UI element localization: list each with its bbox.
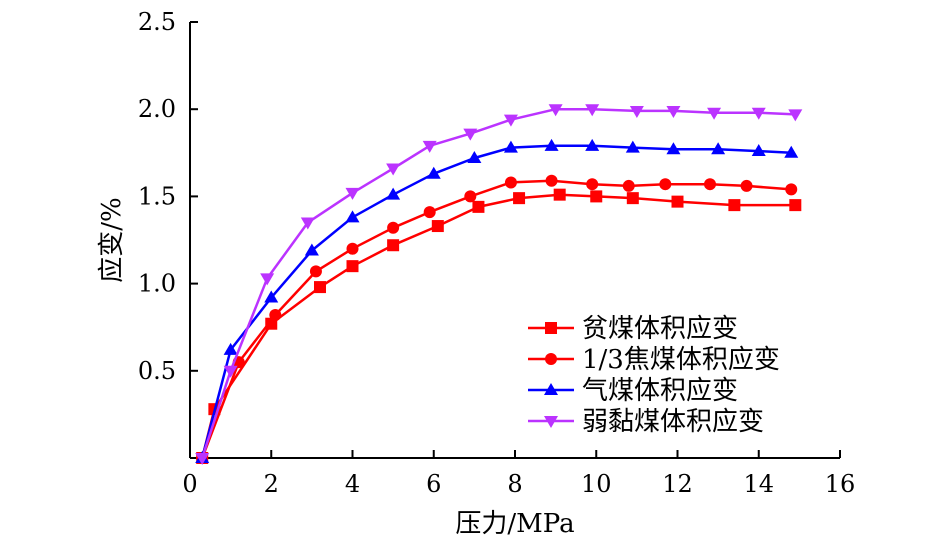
x-tick-label: 16 xyxy=(825,470,856,498)
x-tick-label: 0 xyxy=(182,470,197,498)
data-point xyxy=(260,273,275,286)
data-point xyxy=(314,281,326,294)
data-point xyxy=(386,163,401,176)
axes xyxy=(189,22,840,459)
legend-marker xyxy=(544,416,558,428)
data-point xyxy=(586,178,599,191)
legend-marker xyxy=(545,322,557,334)
data-point xyxy=(629,105,644,118)
data-point xyxy=(346,260,359,273)
data-point xyxy=(666,142,681,155)
legend-item: 贫煤体积应变 xyxy=(528,314,738,344)
data-point xyxy=(590,190,603,203)
data-point xyxy=(659,178,672,191)
x-axis-title: 压力/MPa xyxy=(455,509,574,539)
x-tick-label: 12 xyxy=(662,470,693,498)
data-point xyxy=(346,242,359,255)
y-tick-label: 1.0 xyxy=(138,270,176,298)
data-point xyxy=(304,243,319,256)
series-1 xyxy=(196,188,802,464)
data-point xyxy=(387,221,400,234)
x-tick-label: 14 xyxy=(743,470,774,498)
x-tick-label: 10 xyxy=(581,470,612,498)
data-point xyxy=(503,140,518,153)
data-point xyxy=(553,188,566,201)
data-point xyxy=(345,187,360,200)
x-tick-label: 4 xyxy=(345,470,360,498)
legend-label: 弱黏煤体积应变 xyxy=(582,407,764,437)
y-axis-title: 应变/% xyxy=(97,197,127,282)
data-point xyxy=(788,109,803,122)
legend-label: 1/3焦煤体积应变 xyxy=(582,345,780,375)
data-point xyxy=(269,308,282,321)
data-point xyxy=(545,174,558,187)
data-point xyxy=(422,140,437,153)
x-tick-label: 6 xyxy=(426,470,441,498)
data-point xyxy=(345,210,360,223)
x-tick-label: 8 xyxy=(507,470,522,498)
series-3 xyxy=(195,138,799,463)
series-line xyxy=(201,179,792,459)
series-line xyxy=(200,144,792,459)
data-point xyxy=(464,190,477,203)
series-line xyxy=(201,107,796,459)
data-point xyxy=(431,220,444,233)
data-point xyxy=(785,183,798,196)
data-point xyxy=(300,217,315,230)
data-point xyxy=(585,104,600,117)
data-point xyxy=(740,179,753,192)
data-point xyxy=(503,114,518,127)
data-point xyxy=(707,107,722,120)
data-point xyxy=(548,104,563,117)
data-point xyxy=(784,145,799,158)
data-point xyxy=(671,195,684,208)
series-4 xyxy=(195,104,803,465)
data-point xyxy=(463,128,478,141)
data-point xyxy=(728,199,741,212)
y-tick-label: 2.0 xyxy=(138,95,176,123)
data-point xyxy=(467,151,482,164)
legend-label: 贫煤体积应变 xyxy=(582,314,738,344)
legend-item: 1/3焦煤体积应变 xyxy=(528,345,780,375)
data-point xyxy=(751,107,766,120)
data-point xyxy=(309,265,322,278)
data-point xyxy=(711,142,726,155)
data-point xyxy=(789,199,802,212)
data-point xyxy=(386,187,401,200)
data-point xyxy=(472,200,485,213)
series xyxy=(195,104,803,465)
x-tick-label: 2 xyxy=(264,470,279,498)
data-point xyxy=(666,105,681,118)
data-point xyxy=(423,206,436,219)
series-2 xyxy=(196,174,798,464)
legend-marker xyxy=(544,383,558,395)
data-point xyxy=(625,140,640,153)
data-point xyxy=(585,138,600,151)
data-point xyxy=(264,290,279,303)
legend-marker xyxy=(545,353,557,365)
data-point xyxy=(544,138,559,151)
data-point xyxy=(223,365,238,378)
y-tick-label: 1.5 xyxy=(138,182,176,210)
data-point xyxy=(626,192,639,205)
data-point xyxy=(513,192,526,205)
data-point xyxy=(704,178,716,191)
data-point xyxy=(195,453,210,465)
data-point xyxy=(426,166,441,179)
data-point xyxy=(504,176,517,189)
legend-item: 弱黏煤体积应变 xyxy=(528,407,764,437)
legend-label: 气煤体积应变 xyxy=(582,376,738,406)
data-point xyxy=(751,144,766,157)
y-tick-label: 2.5 xyxy=(138,8,176,36)
y-tick-label: 0.5 xyxy=(138,357,176,385)
ticks: 0 2 4 6 8 10 12 14 16 0.5 1.0 1.5 2.0 2.5 xyxy=(138,8,855,498)
data-point xyxy=(622,179,635,192)
data-point xyxy=(387,239,400,252)
data-point xyxy=(223,342,238,355)
legend-item: 气煤体积应变 xyxy=(528,376,738,406)
